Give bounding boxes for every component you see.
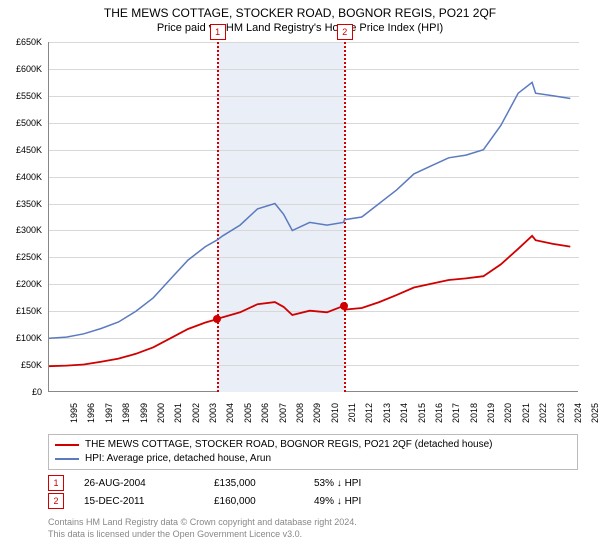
- y-tick-label: £600K: [16, 64, 42, 74]
- x-tick-label: 2006: [260, 403, 270, 433]
- x-tick-label: 2015: [417, 403, 427, 433]
- sale-row: 1 26-AUG-2004 £135,000 53% ↓ HPI: [48, 474, 578, 492]
- chart-subtitle: Price paid vs. HM Land Registry's House …: [0, 22, 600, 40]
- y-tick-label: £550K: [16, 91, 42, 101]
- sale-delta: 49% ↓ HPI: [314, 496, 414, 507]
- legend-text: THE MEWS COTTAGE, STOCKER ROAD, BOGNOR R…: [85, 438, 493, 452]
- y-tick-label: £100K: [16, 333, 42, 343]
- sale-marker: 1: [48, 475, 64, 491]
- y-tick-label: £450K: [16, 145, 42, 155]
- plot: 12: [48, 42, 578, 392]
- y-tick-label: £650K: [16, 37, 42, 47]
- x-tick-label: 2001: [173, 403, 183, 433]
- x-tick-label: 1995: [69, 403, 79, 433]
- x-tick-label: 1996: [86, 403, 96, 433]
- marker-badge: 1: [210, 24, 226, 40]
- x-tick-label: 2023: [556, 403, 566, 433]
- x-tick-label: 1998: [121, 403, 131, 433]
- x-tick-label: 2008: [295, 403, 305, 433]
- x-tick-label: 2010: [330, 403, 340, 433]
- y-tick-label: £150K: [16, 306, 42, 316]
- y-tick-label: £300K: [16, 225, 42, 235]
- x-tick-label: 2002: [191, 403, 201, 433]
- legend-item: THE MEWS COTTAGE, STOCKER ROAD, BOGNOR R…: [55, 438, 571, 452]
- y-tick-label: £200K: [16, 279, 42, 289]
- legend: THE MEWS COTTAGE, STOCKER ROAD, BOGNOR R…: [48, 434, 578, 470]
- sale-price: £160,000: [214, 496, 294, 507]
- footer-line-2: This data is licensed under the Open Gov…: [48, 528, 357, 540]
- x-tick-label: 2018: [469, 403, 479, 433]
- chart-container: THE MEWS COTTAGE, STOCKER ROAD, BOGNOR R…: [0, 0, 600, 560]
- sale-date: 15-DEC-2011: [84, 496, 194, 507]
- footer: Contains HM Land Registry data © Crown c…: [48, 516, 357, 540]
- chart-title: THE MEWS COTTAGE, STOCKER ROAD, BOGNOR R…: [0, 0, 600, 22]
- x-tick-label: 2012: [364, 403, 374, 433]
- x-tick-label: 2000: [156, 403, 166, 433]
- sale-delta: 53% ↓ HPI: [314, 478, 414, 489]
- footer-line-1: Contains HM Land Registry data © Crown c…: [48, 516, 357, 528]
- x-tick-label: 2022: [538, 403, 548, 433]
- x-tick-label: 2019: [486, 403, 496, 433]
- y-tick-label: £500K: [16, 118, 42, 128]
- x-tick-label: 2007: [278, 403, 288, 433]
- legend-swatch: [55, 458, 79, 460]
- chart-area: 12 £0£50K£100K£150K£200K£250K£300K£350K£…: [48, 42, 578, 392]
- sale-marker: 2: [48, 493, 64, 509]
- sale-price: £135,000: [214, 478, 294, 489]
- x-tick-label: 2011: [347, 403, 357, 433]
- y-tick-label: £350K: [16, 199, 42, 209]
- x-tick-label: 2005: [243, 403, 253, 433]
- legend-item: HPI: Average price, detached house, Arun: [55, 452, 571, 466]
- sales-block: 1 26-AUG-2004 £135,000 53% ↓ HPI 2 15-DEC-201…: [48, 474, 578, 510]
- x-tick-label: 2009: [312, 403, 322, 433]
- y-tick-label: £50K: [21, 360, 42, 370]
- y-tick-label: £400K: [16, 172, 42, 182]
- sale-row: 2 15-DEC-2011 £160,000 49% ↓ HPI: [48, 492, 578, 510]
- marker-badge: 2: [337, 24, 353, 40]
- x-tick-label: 2014: [399, 403, 409, 433]
- x-tick-label: 2003: [208, 403, 218, 433]
- series-svg: [49, 42, 579, 392]
- series-line: [49, 236, 570, 366]
- x-tick-label: 2004: [225, 403, 235, 433]
- x-tick-label: 2025: [590, 403, 600, 433]
- y-tick-label: £0: [32, 387, 42, 397]
- legend-swatch: [55, 444, 79, 446]
- y-tick-label: £250K: [16, 252, 42, 262]
- sale-date: 26-AUG-2004: [84, 478, 194, 489]
- x-tick-label: 2024: [573, 403, 583, 433]
- x-tick-label: 2017: [451, 403, 461, 433]
- series-line: [49, 82, 570, 338]
- x-tick-label: 2013: [382, 403, 392, 433]
- x-tick-label: 2021: [521, 403, 531, 433]
- x-tick-label: 1999: [139, 403, 149, 433]
- x-tick-label: 2016: [434, 403, 444, 433]
- legend-text: HPI: Average price, detached house, Arun: [85, 452, 271, 466]
- x-tick-label: 1997: [104, 403, 114, 433]
- x-tick-label: 2020: [503, 403, 513, 433]
